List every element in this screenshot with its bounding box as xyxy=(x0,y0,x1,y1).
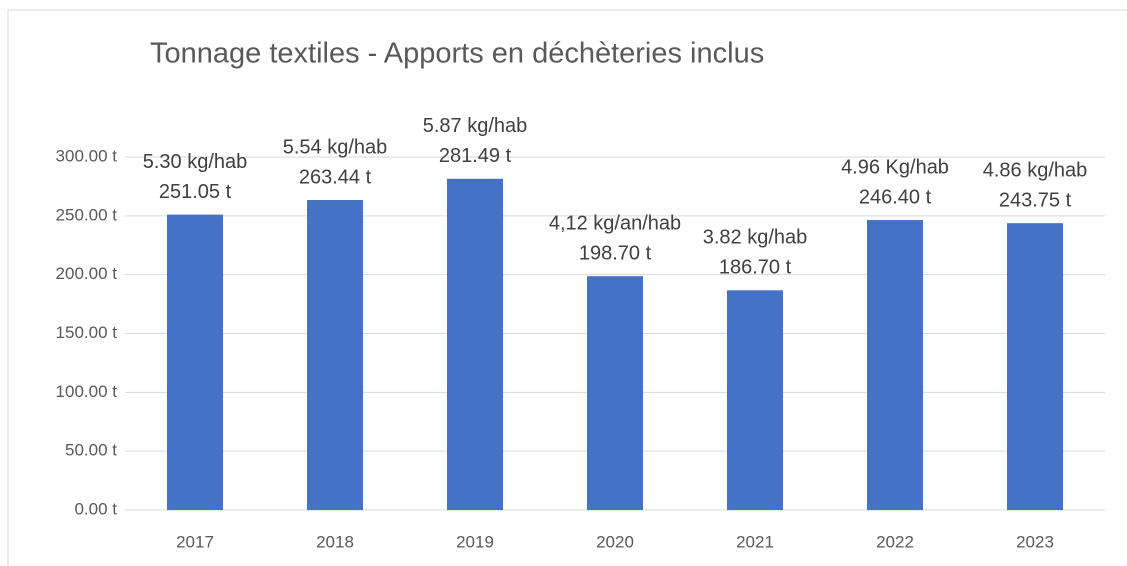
y-tick-label: 300.00 t xyxy=(56,146,118,165)
bar xyxy=(587,276,643,510)
bar xyxy=(1007,223,1063,510)
annotation: 4.96 Kg/hab xyxy=(841,156,949,178)
data-label: 251.05 t xyxy=(159,181,232,203)
y-tick-label: 0.00 t xyxy=(74,499,117,518)
chart-title: Tonnage textiles - Apports en déchèterie… xyxy=(150,38,764,70)
annotation: 5.87 kg/hab xyxy=(423,115,528,137)
y-tick-label: 200.00 t xyxy=(56,264,118,283)
bar xyxy=(727,290,783,510)
y-tick-label: 150.00 t xyxy=(56,323,118,342)
y-tick-label: 50.00 t xyxy=(65,441,117,460)
data-label: 246.40 t xyxy=(859,186,932,208)
annotation: 5.54 kg/hab xyxy=(283,136,388,158)
data-label: 263.44 t xyxy=(299,166,372,188)
annotation: 5.30 kg/hab xyxy=(143,151,248,173)
x-tick-label: 2019 xyxy=(456,532,494,551)
y-tick-label: 100.00 t xyxy=(56,382,118,401)
bar xyxy=(867,220,923,510)
bar xyxy=(307,200,363,511)
y-tick-label: 250.00 t xyxy=(56,205,118,224)
annotation: 4.86 kg/hab xyxy=(983,159,1088,181)
x-tick-label: 2020 xyxy=(596,532,634,551)
x-tick-label: 2021 xyxy=(736,532,774,551)
x-tick-label: 2018 xyxy=(316,532,354,551)
x-tick-label: 2022 xyxy=(876,532,914,551)
bar xyxy=(447,178,503,511)
x-tick-label: 2023 xyxy=(1016,532,1054,551)
annotation: 4,12 kg/an/hab xyxy=(549,212,681,234)
annotation: 3.82 kg/hab xyxy=(703,227,808,249)
data-label: 281.49 t xyxy=(439,145,512,167)
data-label: 198.70 t xyxy=(579,242,652,264)
x-tick-label: 2017 xyxy=(176,532,214,551)
data-label: 243.75 t xyxy=(999,189,1072,211)
data-label: 186.70 t xyxy=(719,257,792,279)
bar xyxy=(167,214,223,510)
